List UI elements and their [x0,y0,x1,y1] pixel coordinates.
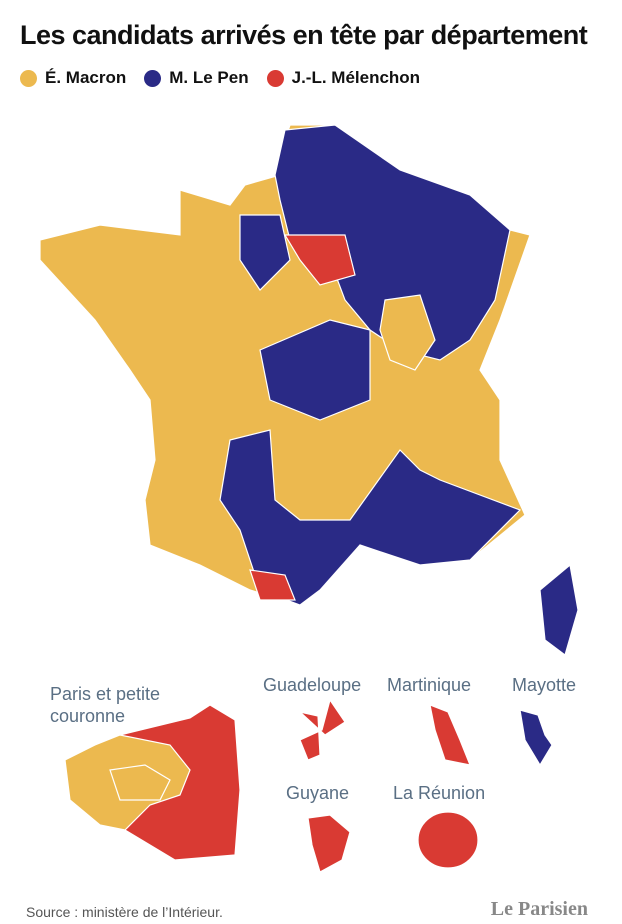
inset-guadeloupe [297,698,346,761]
inset-label: Martinique [387,675,472,695]
inset-label: La Réunion [393,783,486,803]
inset-mayotte [519,709,553,767]
inset-paris-center [109,764,171,801]
title: Les candidats arrivés en tête par départ… [20,20,588,50]
region-paris [283,234,356,286]
legend-label: M. Le Pen [169,68,249,87]
legend: É. Macron M. Le Pen J.-L. Mélenchon [20,68,420,88]
legend-dot [20,69,37,87]
legend-label: J.-L. Mélenchon [291,68,421,87]
inset-reunion [417,811,479,869]
inset-guyane [307,814,351,873]
inset-martinique [429,704,471,766]
legend-item: M. Le Pen [144,68,249,88]
region-normandy [239,214,291,291]
region-pyrenees [249,569,296,601]
inset-label: Guyane [286,783,350,803]
source: Source : ministère de l’Intérieur. [26,904,223,920]
inset-label: Guadeloupe [263,675,362,695]
legend-label: É. Macron [45,68,127,87]
inset-label: Mayotte [512,675,577,695]
legend-item: J.-L. Mélenchon [266,68,421,88]
legend-dot [144,69,162,87]
region-centre [259,319,371,421]
legend-item: É. Macron [20,68,126,88]
inset-label: Paris et petite couronne [50,684,161,726]
logo: Le Parisien [490,898,588,920]
corsica [539,563,579,657]
legend-dot [266,69,284,87]
region-bourgogne [379,294,436,371]
